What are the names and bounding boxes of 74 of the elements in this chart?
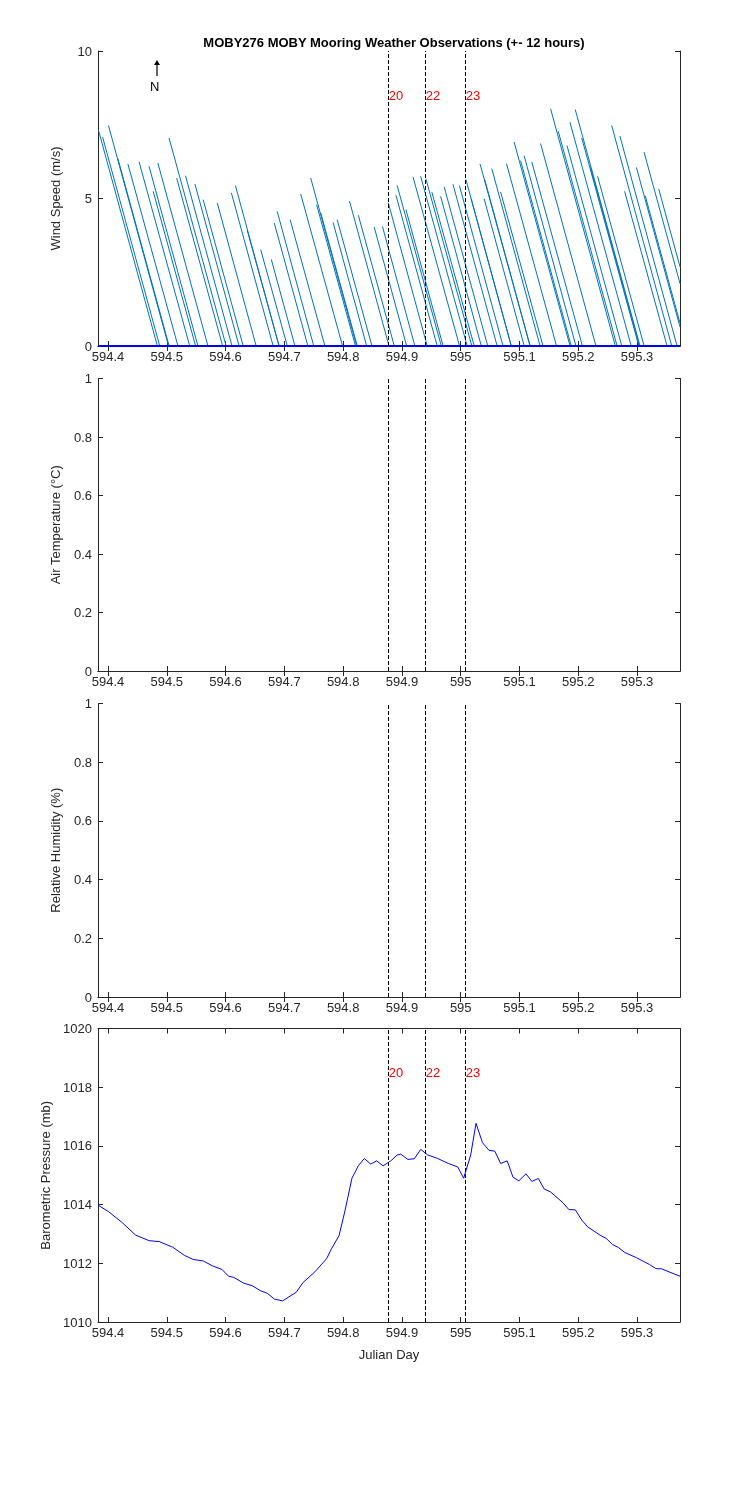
y-tick-label: 1012 xyxy=(63,1255,92,1271)
annotation: 22 xyxy=(425,1065,441,1081)
y-axis-title: Relative Humidity (%) xyxy=(48,787,63,913)
x-axis-title: Julian Day xyxy=(358,1347,420,1362)
x-tick-label: 595.2 xyxy=(562,349,595,364)
x-tick-label: 594.5 xyxy=(150,349,184,364)
x-tick-label: 595.3 xyxy=(620,1325,654,1340)
x-tick-label: 594.5 xyxy=(150,1325,184,1340)
x-tick-label: 594.4 xyxy=(91,674,125,689)
y-tick-label: 0 xyxy=(84,989,92,1005)
y-tick-label: 1014 xyxy=(63,1197,92,1213)
annotation: 22 xyxy=(425,87,441,103)
y-tick-label: 1 xyxy=(84,371,92,386)
annotation: 20 xyxy=(388,1065,404,1081)
y-tick-label: 10 xyxy=(77,43,92,59)
annotation: 23 xyxy=(465,1065,481,1081)
x-tick-label: 594.7 xyxy=(268,349,301,364)
y-tick-label: 0 xyxy=(84,338,92,354)
y-tick-label: 1020 xyxy=(63,1021,92,1036)
x-tick-label: 595 xyxy=(449,1325,472,1340)
annotation: 20 xyxy=(388,87,404,103)
x-tick-label: 595.1 xyxy=(503,674,536,689)
x-tick-label: 595.2 xyxy=(562,1325,595,1340)
x-tick-label: 594.8 xyxy=(326,1325,360,1340)
x-tick-label: 594.4 xyxy=(91,1325,125,1340)
y-tick-label: 0.2 xyxy=(73,930,92,946)
y-axis-title: Wind Speed (m/s) xyxy=(48,146,63,251)
x-tick-label: 594.9 xyxy=(385,349,419,364)
annotation: 23 xyxy=(465,87,481,103)
y-tick-label: 1010 xyxy=(63,1314,92,1330)
x-tick-label: 595.3 xyxy=(620,674,654,689)
x-tick-label: 594.5 xyxy=(150,674,184,689)
x-tick-label: 594.8 xyxy=(326,1000,360,1015)
annotation: N xyxy=(150,79,160,94)
x-tick-label: 594.6 xyxy=(209,349,242,364)
x-tick-label: 594.7 xyxy=(268,1000,301,1015)
x-tick-label: 595.3 xyxy=(620,349,654,364)
x-tick-label: 594.7 xyxy=(268,1325,301,1340)
x-tick-label: 595.1 xyxy=(503,1000,536,1015)
y-tick-label: 1 xyxy=(84,696,92,711)
y-tick-label: 0.8 xyxy=(73,754,92,770)
x-tick-label: 595.1 xyxy=(503,349,536,364)
x-tick-label: 594.9 xyxy=(385,674,419,689)
y-tick-label: 0.2 xyxy=(73,605,92,620)
x-tick-label: 594.4 xyxy=(91,1000,125,1015)
y-tick-label: 1018 xyxy=(63,1079,92,1095)
y-tick-label: 0.8 xyxy=(73,429,92,445)
x-tick-label: 594.6 xyxy=(209,1000,242,1015)
y-tick-label: 5 xyxy=(84,191,92,206)
x-tick-label: 594.9 xyxy=(385,1325,419,1340)
x-tick-label: 594.7 xyxy=(268,674,301,689)
x-tick-label: 594.4 xyxy=(91,349,125,364)
y-tick-label: 1016 xyxy=(63,1138,92,1154)
y-axis-title: Barometric Pressure (mb) xyxy=(38,1100,54,1250)
y-tick-label: 0.4 xyxy=(73,546,92,562)
x-tick-label: 595 xyxy=(449,674,472,689)
y-tick-label: 0 xyxy=(84,663,92,679)
x-tick-label: 595 xyxy=(449,1000,472,1015)
y-tick-label: 0.6 xyxy=(73,813,92,829)
chart-title: MOBY276 MOBY Mooring Weather Observations (+- 12 hours) xyxy=(203,35,585,50)
x-tick-label: 594.6 xyxy=(209,1325,242,1340)
x-tick-label: 595.2 xyxy=(562,674,595,689)
x-tick-label: 594.8 xyxy=(326,349,360,364)
x-tick-label: 595.2 xyxy=(562,1000,595,1015)
x-tick-label: 595.3 xyxy=(620,1000,654,1015)
y-axis-title: Air Temperature (°C) xyxy=(48,465,63,585)
x-tick-label: 594.5 xyxy=(150,1000,184,1015)
x-tick-label: 594.9 xyxy=(385,1000,419,1015)
y-tick-label: 0.4 xyxy=(73,872,92,888)
x-tick-label: 595.1 xyxy=(503,1325,536,1340)
x-tick-label: 594.8 xyxy=(326,674,360,689)
x-tick-label: 595 xyxy=(449,349,472,364)
x-tick-label: 594.6 xyxy=(209,674,242,689)
y-tick-label: 0.6 xyxy=(73,488,92,503)
